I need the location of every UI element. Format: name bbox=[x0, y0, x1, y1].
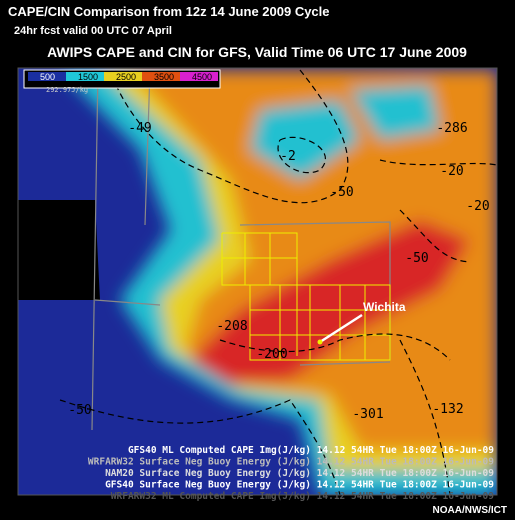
product-line: GFS40 ML Computed CAPE Img(J/kg) 14.12 5… bbox=[128, 445, 494, 456]
map-title: AWIPS CAPE and CIN for GFS, Valid Time 0… bbox=[47, 44, 467, 60]
legend-swatch bbox=[104, 72, 142, 81]
product-line: GFS40 Surface Neg Buoy Energy (J/kg) 14.… bbox=[105, 480, 494, 491]
product-line: WRFARW32 Surface Neg Buoy Energy (J/kg) … bbox=[88, 457, 494, 468]
contour-label: -49 bbox=[128, 121, 151, 136]
map: -49 -2 -286 -50 -20 -50 -20 -208 -200 -50 -301 -132… bbox=[18, 68, 497, 495]
header-subtitle: 24hr fcst valid 00 UTC 07 April bbox=[14, 25, 172, 37]
contour-label: -2 bbox=[280, 149, 296, 164]
legend-label: 1500 bbox=[78, 72, 98, 82]
legend-label: 4500 bbox=[192, 72, 212, 82]
header-title: CAPE/CIN Comparison from 12z 14 June 200… bbox=[8, 4, 330, 19]
contour-label: -208 bbox=[216, 319, 247, 334]
legend-swatch bbox=[28, 72, 66, 81]
legend-label: 2500 bbox=[116, 72, 136, 82]
contour-label: -50 bbox=[330, 185, 353, 200]
contour-label: -50 bbox=[405, 251, 428, 266]
contour-label: -20 bbox=[440, 164, 463, 179]
product-line: WRFARW32 ML Computed CAPE Img(J/kg) 14.1… bbox=[111, 491, 494, 502]
contour-label: -50 bbox=[68, 403, 91, 418]
legend-label: 3500 bbox=[154, 72, 174, 82]
contour-label: -132 bbox=[432, 402, 463, 417]
legend-swatch bbox=[66, 72, 104, 81]
legend-swatch bbox=[142, 72, 180, 81]
legend-swatch bbox=[180, 72, 218, 81]
credit: NOAA/NWS/ICT bbox=[433, 505, 507, 516]
city-label: Wichita bbox=[363, 300, 406, 314]
map-border bbox=[17, 67, 498, 496]
contour-label: -200 bbox=[256, 347, 287, 362]
legend-units: 292.97J/kg bbox=[46, 86, 88, 94]
contour-label: -20 bbox=[466, 199, 489, 214]
product-line: NAM20 Surface Neg Buoy Energy (J/kg) 14.… bbox=[105, 468, 494, 479]
contour-label: -301 bbox=[352, 407, 383, 422]
legend-label: 500 bbox=[40, 72, 55, 82]
contour-label: -286 bbox=[436, 121, 467, 136]
